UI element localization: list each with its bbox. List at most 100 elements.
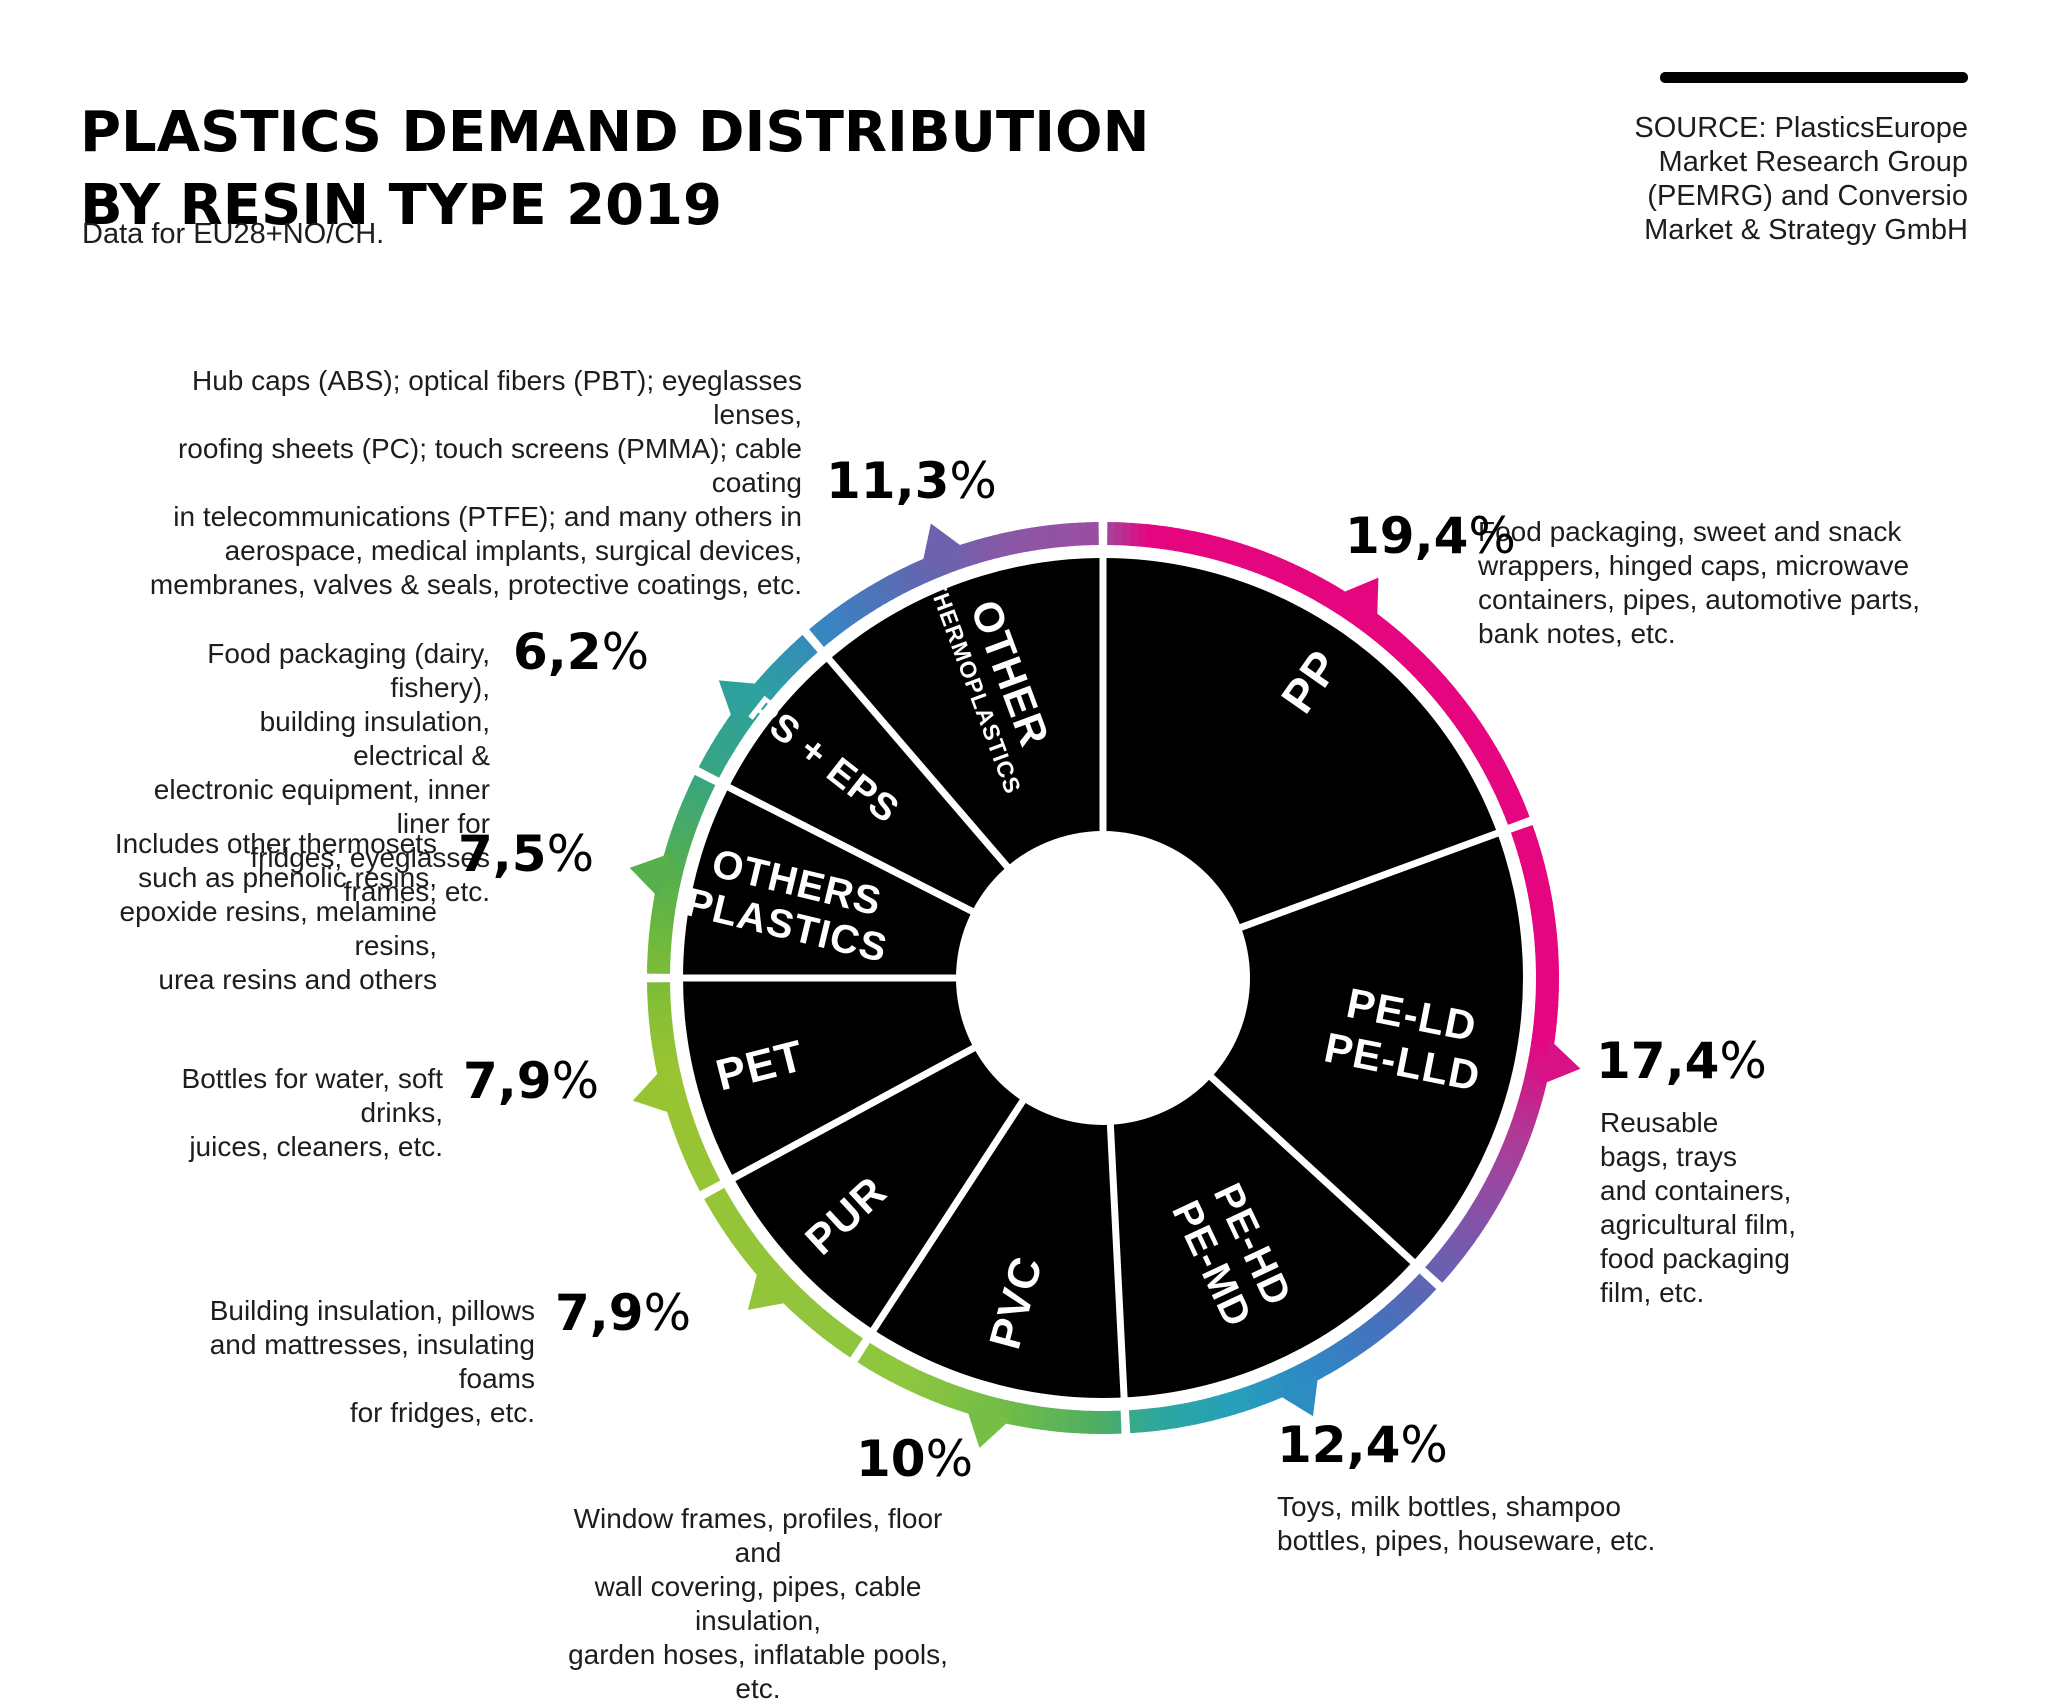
ring-arc [712, 1201, 738, 1222]
ring-arc [1487, 767, 1513, 787]
ring-arc [1503, 803, 1529, 822]
source-line: Market & Strategy GmbH [1644, 214, 1968, 246]
ring-arc [1396, 1289, 1420, 1314]
ring-arc [1241, 1384, 1259, 1410]
ring-arc [940, 1382, 958, 1408]
annotation-line: roofing sheets (PC); touch screens (PMMA… [177, 433, 802, 498]
pct-label-pvc: 10% [856, 1434, 973, 1484]
ring-arc [1094, 522, 1099, 546]
ring-arc [1401, 647, 1425, 671]
ring-arc [702, 751, 728, 772]
ring-arc [665, 838, 691, 855]
wedge-divider [1106, 1107, 1128, 1399]
ring-arc [1497, 789, 1523, 808]
ring-arc [1385, 1299, 1408, 1324]
ring-arc [1095, 1410, 1106, 1434]
ring-arc [1226, 540, 1243, 566]
ring-arc [1521, 1078, 1547, 1094]
ring-arc [868, 1349, 889, 1375]
annotation-line: electronic equipment, inner liner for [153, 774, 490, 839]
annotation-line: epoxide resins, melamine resins, [119, 896, 438, 961]
ring-arc [716, 1207, 742, 1229]
ring-arc [1289, 566, 1309, 592]
pct-label-others-plastics: 7,5% [458, 829, 594, 879]
ring-arc [720, 1214, 746, 1236]
ring-arc [1463, 1209, 1489, 1231]
pct-number: 10 [856, 1430, 926, 1488]
ring-arc [1233, 543, 1250, 569]
ring-arc [861, 1345, 883, 1371]
ring-arc [853, 590, 875, 616]
ring-pointer-PVC [966, 1406, 1012, 1449]
ring-arc [1111, 1410, 1122, 1434]
ring-arc [983, 535, 1000, 561]
annotation-line: and mattresses, insulating foams [209, 1329, 535, 1394]
ring-arc [835, 1328, 857, 1354]
ring-arc [1483, 1177, 1508, 1197]
ring-arc [1262, 553, 1280, 579]
annotation-line: juices, cleaners, etc. [189, 1131, 443, 1162]
ring-arc [1442, 694, 1467, 717]
ring-arc [1402, 1284, 1426, 1308]
ring-arc [789, 640, 813, 664]
ring-arc [860, 586, 881, 612]
ring-arc [1493, 1156, 1519, 1176]
ring-arc [744, 1245, 769, 1268]
ring-arc [1519, 1085, 1545, 1101]
ring-arc [1361, 1319, 1384, 1344]
source-block: SOURCE: PlasticsEurope Market Research G… [1548, 72, 1968, 247]
ring-arc [1506, 811, 1530, 825]
pct-label-pur: 7,9% [555, 1288, 691, 1338]
ring-arc [889, 1360, 909, 1386]
page-title-line2: BY RESIN TYPE 2019 [80, 172, 722, 238]
annotation-others-plastics: 7,5% Includes other thermosets such as ph… [97, 827, 594, 997]
ring-arc [795, 635, 818, 659]
ring-arc [1486, 1170, 1512, 1190]
ring-pointer-PE-LD PE-LLD [1540, 1038, 1581, 1086]
ring-arc [704, 1187, 726, 1202]
ring-arc [706, 744, 732, 765]
ring-arc [1296, 570, 1316, 595]
ring-arc [1316, 581, 1337, 607]
ring-arc [1219, 538, 1235, 564]
ring-arc [847, 595, 868, 620]
annotation-pe-ld: 17,4% Reusable bags, trays and containers,… [1596, 1036, 1870, 1310]
annotation-line: for fridges, etc. [349, 1397, 535, 1428]
ring-arc [1510, 1114, 1536, 1132]
ring-arc [882, 1357, 902, 1382]
ring-arc [1451, 707, 1476, 729]
annotation-other-thermoplastics: 11,3% Hub caps (ABS); optical fibers (PB… [100, 364, 997, 602]
annotation-line: bank notes, etc. [1478, 618, 1676, 649]
ring-arc [1500, 796, 1526, 815]
ring-arc [1431, 1252, 1456, 1275]
ring-arc [1520, 855, 1545, 871]
ring-arc [1205, 1396, 1221, 1421]
ring-arc [761, 668, 786, 691]
annotation-line: and containers, [1600, 1175, 1792, 1206]
donut-hole [956, 831, 1250, 1125]
ring-arc [688, 1158, 714, 1178]
annotation-line: Food packaging, sweet and snack [1478, 516, 1902, 547]
ring-arc [772, 656, 796, 680]
annotation-line: wrappers, hinged caps, microwave [1478, 550, 1910, 581]
ring-arc [792, 1295, 816, 1319]
ring-arc [1490, 774, 1516, 794]
ring-arc [1087, 1410, 1098, 1434]
ring-arc [678, 801, 704, 819]
ring-arc [1535, 949, 1559, 961]
ring-arc [1391, 1294, 1414, 1319]
ring-pointer-PP [1338, 577, 1379, 622]
ring-arc [1464, 726, 1489, 748]
ring-arc [1454, 1222, 1480, 1244]
ring-arc [1476, 746, 1502, 767]
ring-arc [1422, 670, 1447, 693]
ring-pointer-PS + EPS [718, 680, 763, 722]
ring-arc [682, 1144, 708, 1163]
ring-arc [918, 1373, 937, 1399]
ring-arc [1471, 1197, 1497, 1218]
ring-arc [1343, 1332, 1365, 1358]
ring-arc [821, 613, 844, 638]
ring-arc [647, 982, 671, 994]
ring-arc [1234, 1387, 1252, 1413]
